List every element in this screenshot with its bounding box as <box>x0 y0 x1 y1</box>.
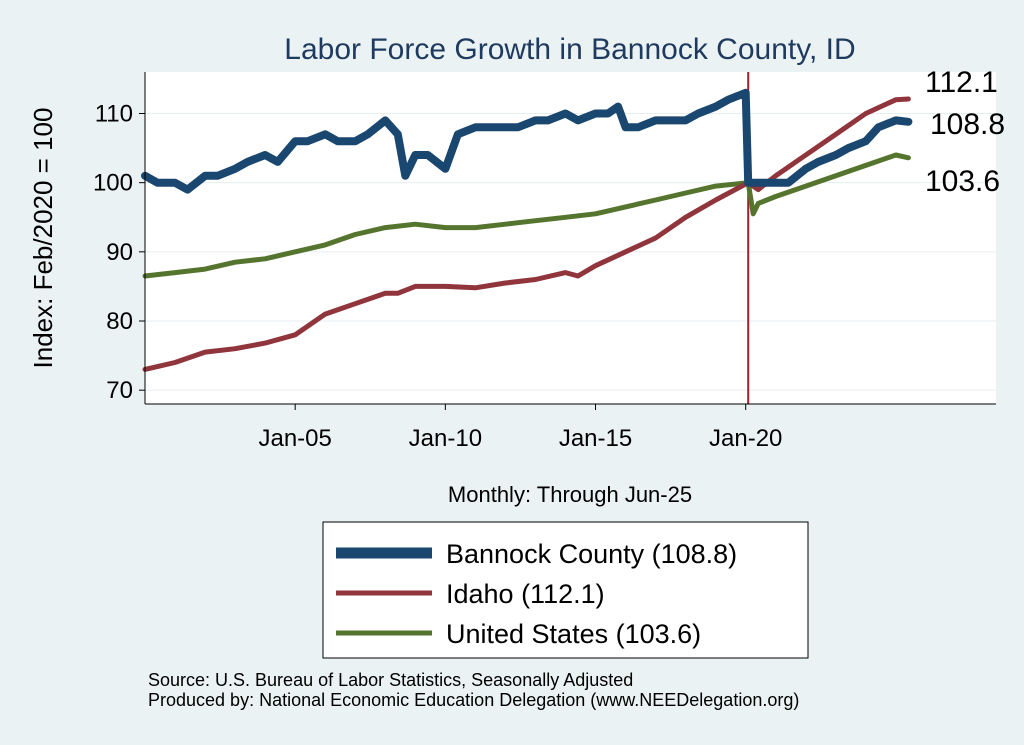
y-tick-label: 110 <box>95 101 133 128</box>
y-axis-ticks: 70 80 90 100 110 <box>93 101 145 404</box>
x-axis-ticks: Jan-05 Jan-10 Jan-15 Jan-20 <box>258 404 782 452</box>
source-note: Source: U.S. Bureau of Labor Statistics,… <box>148 670 634 690</box>
series-line-0 <box>141 88 913 194</box>
end-label: 103.6 <box>925 165 1000 198</box>
legend: Bannock County (108.8) Idaho (112.1) Unite… <box>322 521 809 659</box>
x-tick-label: Jan-15 <box>559 425 632 452</box>
y-tick-label: 100 <box>93 170 133 197</box>
series-line-1 <box>142 96 911 372</box>
plot-area <box>145 72 996 404</box>
y-tick-label: 80 <box>106 308 133 335</box>
end-label: 108.8 <box>930 108 1005 141</box>
x-tick-label: Jan-10 <box>409 425 482 452</box>
x-tick-label: Jan-05 <box>258 425 331 452</box>
x-tick-label: Jan-20 <box>709 425 782 452</box>
series-line-2 <box>142 152 911 279</box>
footer: Source: U.S. Bureau of Labor Statistics,… <box>148 670 799 710</box>
end-labels: 112.1 108.8 103.6 <box>925 66 1005 198</box>
y-axis-label: Index: Feb/2020 = 100 <box>28 108 58 369</box>
y-tick-label: 70 <box>106 377 133 404</box>
y-tick-label: 90 <box>106 239 133 266</box>
legend-label: Idaho (112.1) <box>446 579 605 609</box>
legend-label: United States (103.6) <box>446 619 701 649</box>
x-axis-label: Monthly: Through Jun-25 <box>448 482 692 507</box>
legend-label: Bannock County (108.8) <box>446 539 737 569</box>
produced-by-note: Produced by: National Economic Education… <box>148 690 800 710</box>
end-label: 112.1 <box>925 66 998 99</box>
series-lines <box>141 88 913 372</box>
chart-title: Labor Force Growth in Bannock County, ID <box>284 33 855 66</box>
